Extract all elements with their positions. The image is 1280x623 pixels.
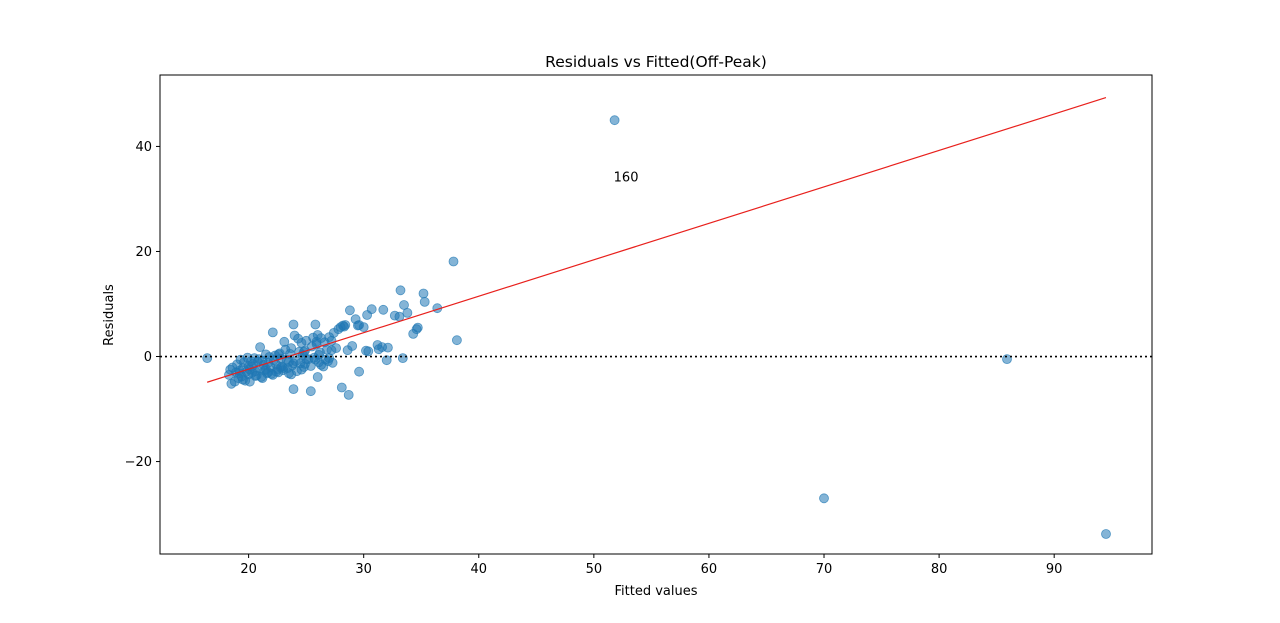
scatter-point (275, 362, 286, 373)
x-tick-label: 80 (931, 562, 948, 577)
x-tick-label: 70 (816, 562, 833, 577)
scatter-point (225, 364, 236, 375)
chart-title: Residuals vs Fitted(Off-Peak) (545, 53, 767, 71)
y-tick-label: 20 (135, 245, 152, 260)
scatter-point (267, 327, 278, 338)
scatter-point (397, 353, 408, 364)
y-tick-label: 0 (144, 350, 152, 365)
scatter-point (324, 332, 335, 343)
scatter-point (609, 115, 620, 126)
scatter-point (819, 493, 829, 504)
scatter-point (305, 386, 316, 397)
x-tick-label: 20 (240, 562, 257, 577)
scatter-point (313, 349, 324, 360)
plot-area: 160 (160, 97, 1152, 539)
scatter-point (255, 342, 266, 353)
scatter-point (273, 349, 284, 360)
x-tick-label: 60 (701, 562, 718, 577)
scatter-point (378, 304, 389, 315)
scatter-point (288, 358, 299, 369)
scatter-point (311, 336, 322, 347)
scatter-point (381, 355, 392, 366)
scatter-point (312, 372, 323, 382)
x-tick-label: 40 (471, 562, 488, 577)
y-tick-label: −20 (125, 455, 152, 470)
scatter-point (402, 307, 413, 318)
scatter-point (366, 304, 377, 315)
scatter-point (363, 346, 374, 357)
scatter-point (395, 285, 406, 296)
scatter-point (202, 353, 213, 364)
scatter-point (288, 384, 299, 395)
x-tick-label: 30 (355, 562, 372, 577)
scatter-point (1101, 529, 1111, 539)
scatter-point (373, 344, 384, 355)
point-annotation: 160 (614, 170, 639, 185)
x-axis-title: Fitted values (614, 584, 697, 599)
scatter-point (1002, 354, 1012, 365)
scatter-point (310, 319, 321, 330)
x-tick-label: 50 (586, 562, 603, 577)
scatter-point (347, 341, 358, 351)
scatter-point (326, 345, 337, 356)
plot-contents (160, 97, 1152, 539)
y-tick-label: 40 (135, 140, 152, 155)
x-tick-label: 90 (1046, 562, 1063, 577)
scatter-point (339, 321, 350, 332)
y-axis-title: Residuals (102, 284, 117, 346)
scatter-point (382, 342, 393, 353)
scatter-point (354, 366, 365, 377)
scatter-point (344, 305, 355, 316)
scatter-point (411, 324, 422, 335)
scatter-point (336, 382, 347, 393)
scatter-point (448, 256, 459, 267)
scatter-point (352, 320, 363, 331)
scatter-point (250, 371, 261, 381)
scatter-point (288, 319, 299, 330)
axis-ticks: 20 30 40 50 60 70 80 90 −20 0 20 40 (125, 140, 1063, 577)
scatter-point (418, 288, 429, 299)
scatter-point (286, 343, 297, 354)
plot-frame (159, 74, 1153, 555)
lowess-line (207, 97, 1107, 383)
scatter-point (260, 364, 271, 375)
scatter-point (343, 389, 354, 400)
scatter-point (419, 296, 430, 307)
scatter-point (451, 335, 462, 346)
scatter-point (323, 356, 333, 367)
